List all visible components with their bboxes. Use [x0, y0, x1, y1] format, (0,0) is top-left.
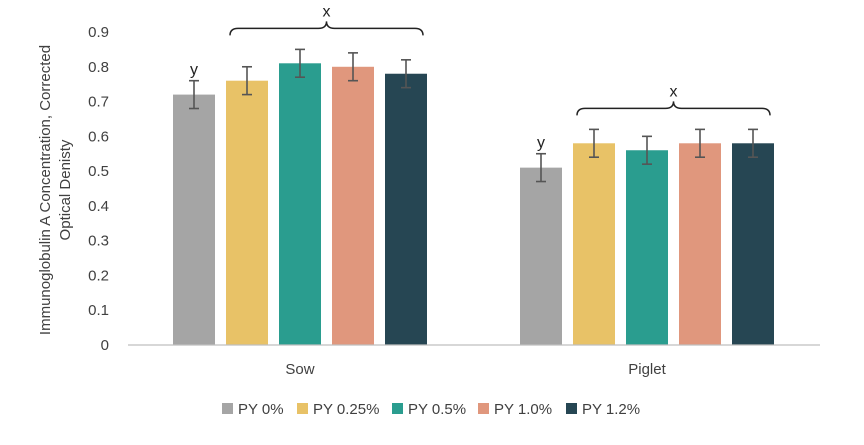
bar-sow-3: [332, 66, 374, 346]
legend-label: PY 0.5%: [408, 401, 466, 418]
error-bar-piglet-1: [589, 128, 599, 158]
error-bar-piglet-0: [536, 152, 546, 183]
bar-sow-0: [173, 94, 215, 345]
legend-label: PY 0.25%: [313, 401, 379, 418]
bar-sow-4: [385, 73, 427, 345]
bar-piglet-0: [520, 167, 562, 345]
legend-item: PY 1.2%: [566, 401, 640, 418]
x-tick-label-sow: Sow: [285, 361, 314, 378]
significance-letter: y: [537, 135, 545, 152]
significance-letter: y: [190, 62, 198, 79]
y-axis-label-line-0: Immunoglobulin A Concentration, Correcte…: [37, 45, 54, 335]
error-bar-sow-4: [401, 59, 411, 89]
bar-piglet-2: [626, 150, 668, 345]
y-axis-label-line-1: Optical Denisty: [57, 139, 74, 240]
y-tick-label: 0.9: [88, 24, 109, 41]
legend-label: PY 1.0%: [494, 401, 552, 418]
legend-swatch: [478, 403, 489, 414]
y-tick-label: 0.4: [88, 198, 109, 215]
legend-label: PY 1.2%: [582, 401, 640, 418]
legend-swatch: [222, 403, 233, 414]
significance-brace: [229, 21, 424, 36]
y-axis-label: Immunoglobulin A Concentration, Correcte…: [37, 45, 74, 335]
error-bars: [189, 48, 758, 183]
bar-sow-2: [279, 63, 321, 346]
legend-swatch: [392, 403, 403, 414]
y-tick-label: 0.7: [88, 94, 109, 111]
y-tick-label: 0.3: [88, 233, 109, 250]
error-bar-piglet-4: [748, 128, 758, 158]
legend-item: PY 0.5%: [392, 401, 466, 418]
bar-sow-1: [226, 80, 268, 345]
bar-piglet-3: [679, 143, 721, 345]
bar-piglet-4: [732, 143, 774, 345]
y-tick-label: 0.2: [88, 267, 109, 284]
significance-letter: x: [670, 83, 678, 100]
significance-letter: x: [323, 3, 331, 20]
legend-swatch: [566, 403, 577, 414]
y-tick-label: 0.8: [88, 59, 109, 76]
legend: PY 0% PY 0.25% PY 0.5% PY 1.0% PY 1.2%: [222, 401, 640, 418]
error-bar-sow-1: [242, 65, 252, 96]
error-bar-sow-0: [189, 79, 199, 110]
error-bar-piglet-3: [695, 128, 705, 158]
error-bar-piglet-2: [642, 135, 652, 165]
significance-brace: [576, 101, 771, 116]
bar-piglet-1: [573, 143, 615, 345]
y-tick-label: 0.6: [88, 128, 109, 145]
x-axis-ticks: Sow Piglet: [285, 361, 666, 378]
bars: [173, 63, 774, 346]
legend-item: PY 1.0%: [478, 401, 552, 418]
legend-item: PY 0%: [222, 401, 284, 418]
legend-item: PY 0.25%: [297, 401, 379, 418]
y-axis-ticks: 0 0.1 0.2 0.3 0.4 0.5 0.6 0.7 0.8 0.9: [88, 24, 109, 354]
legend-label: PY 0%: [238, 401, 284, 418]
x-tick-label-piglet: Piglet: [628, 361, 666, 378]
y-tick-label: 0.1: [88, 302, 109, 319]
y-tick-label: 0.5: [88, 163, 109, 180]
error-bar-sow-2: [295, 48, 305, 79]
y-tick-label: 0: [101, 337, 109, 354]
legend-swatch: [297, 403, 308, 414]
error-bar-sow-3: [348, 52, 358, 82]
annotations: y x y x: [190, 3, 771, 152]
